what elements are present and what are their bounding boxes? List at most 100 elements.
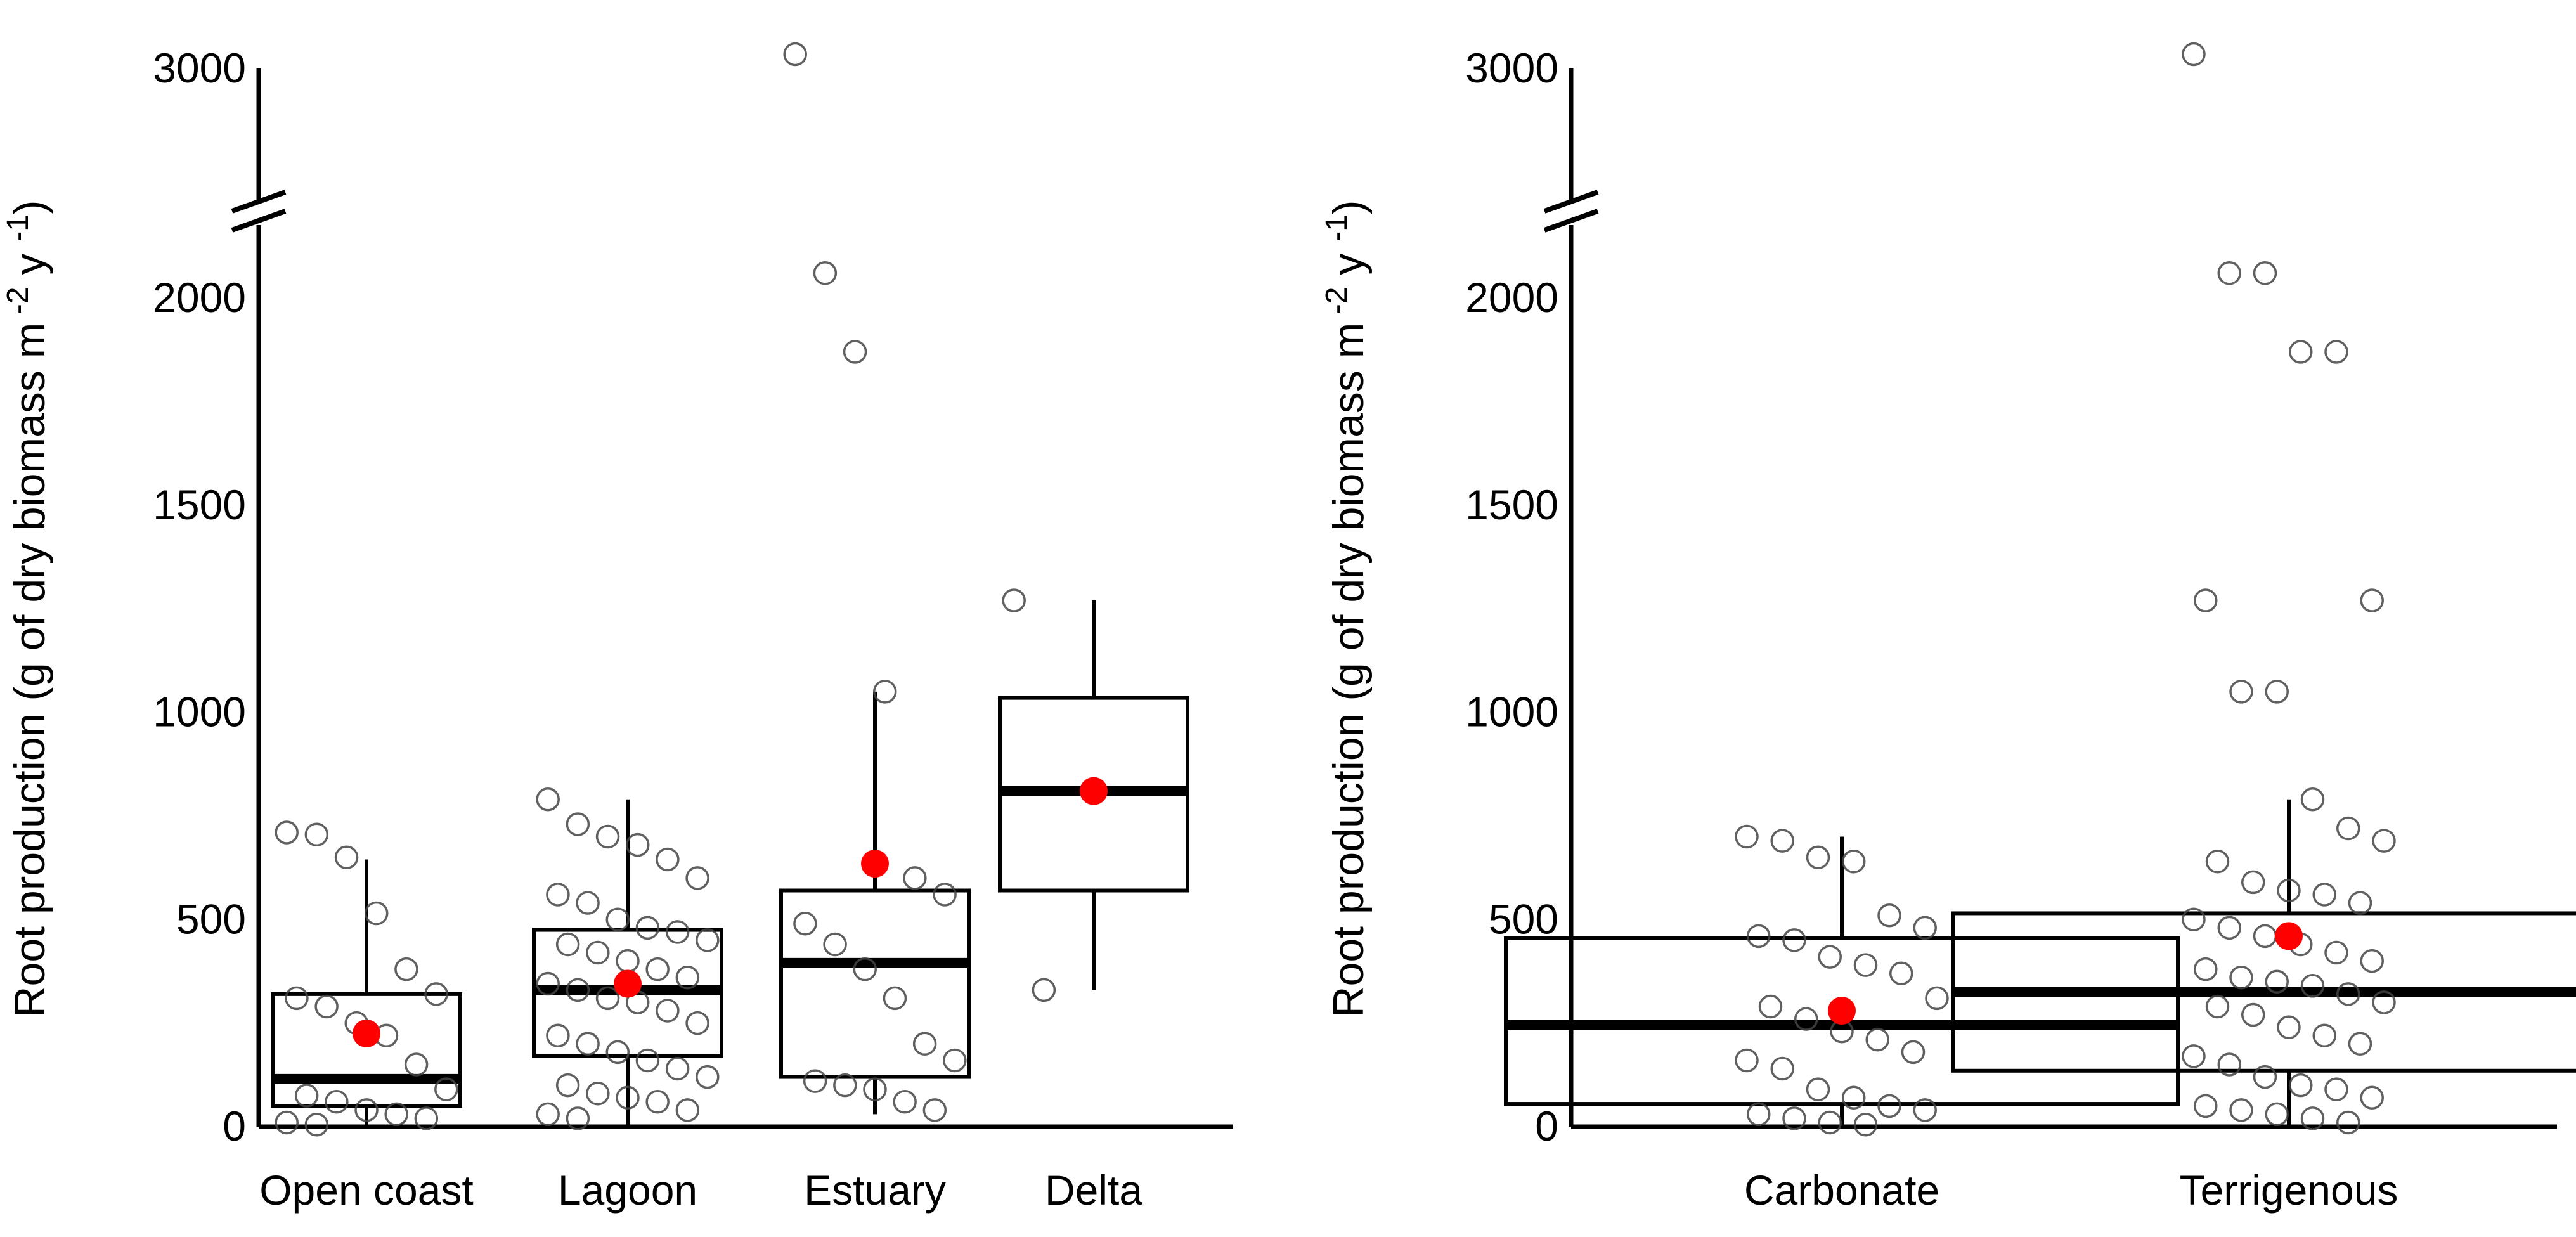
- data-point: [1735, 824, 1759, 849]
- data-point: [2229, 1098, 2253, 1122]
- data-point: [2360, 588, 2384, 612]
- data-point: [2194, 1094, 2218, 1118]
- data-point: [2205, 994, 2230, 1019]
- data-point: [665, 920, 690, 944]
- x-category-label: Open coast: [259, 1167, 474, 1214]
- data-point: [685, 866, 709, 890]
- data-point: [1032, 978, 1056, 1002]
- data-point: [536, 787, 560, 812]
- box: [271, 992, 462, 1108]
- data-point: [665, 1056, 690, 1081]
- data-point: [536, 971, 560, 996]
- data-point: [2241, 870, 2265, 895]
- data-point: [893, 1090, 917, 1114]
- data-point: [1002, 588, 1026, 612]
- data-point: [394, 957, 418, 981]
- data-point: [2194, 957, 2218, 981]
- y-tick-label: 500: [1489, 895, 1558, 942]
- data-point: [536, 1102, 560, 1127]
- data-point: [2217, 916, 2241, 940]
- data-point: [1877, 903, 1901, 928]
- data-point: [2300, 787, 2325, 812]
- data-point: [1806, 845, 1830, 869]
- data-point: [645, 1090, 670, 1114]
- data-point: [1747, 1102, 1771, 1127]
- data-point: [384, 1102, 408, 1127]
- data-point: [2182, 1044, 2206, 1068]
- data-point: [2265, 680, 2289, 704]
- data-point: [2241, 1002, 2265, 1027]
- data-point: [943, 1048, 967, 1073]
- y-tick-label: 1000: [1465, 689, 1558, 735]
- x-category-label: Lagoon: [558, 1167, 697, 1214]
- data-point: [625, 832, 650, 857]
- data-point: [546, 883, 570, 907]
- data-point: [566, 812, 590, 836]
- data-point: [1913, 1098, 1937, 1122]
- data-point: [576, 891, 600, 915]
- data-point: [2205, 850, 2230, 874]
- data-point: [803, 1069, 827, 1093]
- data-point: [285, 986, 309, 1011]
- data-point: [2277, 878, 2301, 903]
- data-point: [1794, 1007, 1818, 1031]
- data-point: [275, 820, 299, 845]
- data-point: [2217, 1052, 2241, 1077]
- data-point: [424, 982, 448, 1006]
- data-point: [1842, 850, 1866, 874]
- data-point: [555, 1073, 580, 1098]
- data-point: [656, 847, 680, 872]
- left-panel: 0 500 1000 1500 2000 3000 Root production (g o…: [1, 42, 1233, 1214]
- data-point: [2360, 949, 2384, 973]
- data-point: [2182, 42, 2206, 67]
- right-panel: 0 500 1000 1500 2000 3000 Root production (g o…: [1320, 42, 2576, 1214]
- data-point: [675, 965, 700, 990]
- data-point: [813, 261, 838, 285]
- data-point: [2336, 982, 2360, 1006]
- data-point: [1818, 1110, 1842, 1135]
- data-point: [1925, 986, 1949, 1011]
- data-point: [2253, 924, 2277, 949]
- data-point: [354, 1098, 379, 1122]
- data-point: [1901, 1040, 1926, 1065]
- data-point: [566, 978, 590, 1002]
- x-category-label: Estuary: [804, 1167, 946, 1214]
- data-point: [555, 932, 580, 957]
- data-point: [2372, 990, 2396, 1014]
- y-tick-label: 2000: [153, 274, 246, 321]
- data-point: [566, 1106, 590, 1130]
- data-point: [1889, 961, 1913, 985]
- data-point: [1877, 1094, 1901, 1118]
- axis-break-mark: [1543, 190, 1599, 214]
- data-point: [294, 1084, 319, 1108]
- data-point: [325, 1090, 349, 1114]
- data-point: [2229, 965, 2253, 990]
- data-point: [833, 1073, 857, 1098]
- data-point: [314, 994, 339, 1019]
- axis-break-mark: [1543, 209, 1599, 233]
- data-point: [2324, 1077, 2348, 1101]
- box: [779, 888, 971, 1079]
- y-tick-label: 1500: [153, 481, 246, 528]
- data-point: [304, 1112, 329, 1137]
- data-point: [404, 1052, 429, 1077]
- data-point: [2360, 1085, 2384, 1110]
- x-category-label: Terrigenous: [2180, 1167, 2398, 1214]
- data-point: [2348, 891, 2372, 915]
- data-point: [1913, 916, 1937, 940]
- data-point: [912, 1032, 937, 1056]
- data-point: [2348, 1032, 2372, 1056]
- data-point: [2300, 974, 2325, 998]
- data-point: [656, 999, 680, 1023]
- axis-break-mark: [231, 190, 287, 214]
- x-category-label: Carbonate: [1744, 1167, 1939, 1214]
- data-point: [883, 986, 907, 1011]
- data-point: [2312, 883, 2336, 907]
- data-point: [793, 912, 817, 936]
- data-point: [2277, 1015, 2301, 1039]
- data-point: [576, 1032, 600, 1056]
- data-point: [933, 883, 957, 907]
- y-tick-label: 0: [1535, 1103, 1558, 1150]
- data-point: [2265, 969, 2289, 994]
